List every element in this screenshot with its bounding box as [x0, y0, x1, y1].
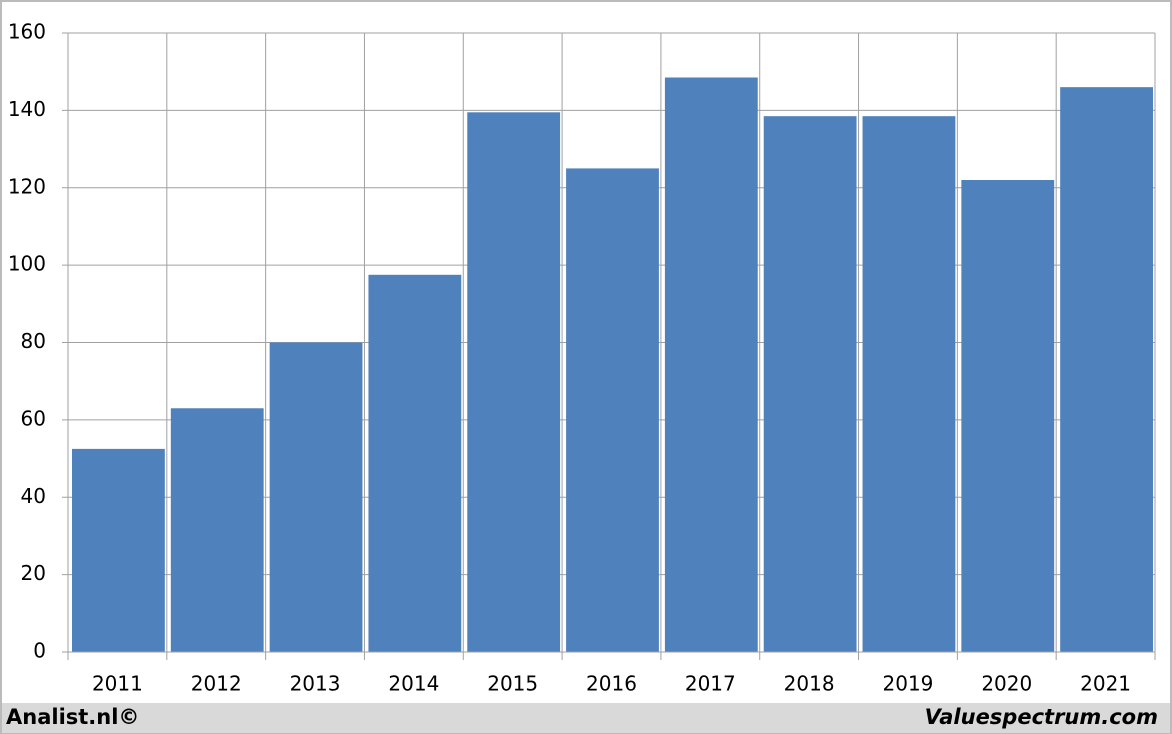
- y-tick-label: 40: [21, 484, 46, 508]
- credit-label: Valuespectrum.com: [925, 705, 1158, 729]
- bar: [269, 342, 363, 652]
- bar: [664, 77, 758, 653]
- x-tick-label: 2021: [1080, 672, 1131, 696]
- bar: [368, 274, 462, 652]
- bar: [763, 116, 857, 653]
- bar: [170, 408, 264, 652]
- y-tick-label: 20: [21, 561, 46, 585]
- y-tick-label: 140: [8, 97, 46, 121]
- bar: [566, 168, 659, 652]
- y-tick-label: 0: [33, 639, 46, 663]
- x-tick-label: 2012: [191, 672, 242, 696]
- y-tick-label: 100: [8, 252, 46, 276]
- x-tick-label: 2016: [586, 672, 637, 696]
- x-tick-label: 2015: [487, 672, 538, 696]
- y-tick-label: 120: [8, 174, 46, 198]
- bar: [1060, 87, 1153, 653]
- x-tick-label: 2011: [92, 672, 143, 696]
- x-tick-label: 2019: [883, 672, 934, 696]
- bar: [862, 116, 956, 653]
- y-tick-label: 160: [8, 20, 46, 44]
- x-tick-label: 2017: [685, 672, 736, 696]
- footer-bar: [2, 703, 1170, 733]
- source-label: Analist.nl©: [6, 705, 139, 729]
- bar: [467, 112, 561, 652]
- bar: [961, 180, 1055, 652]
- x-tick-label: 2014: [388, 672, 439, 696]
- y-tick-label: 80: [21, 329, 46, 353]
- x-tick-label: 2018: [784, 672, 835, 696]
- bar: [72, 448, 165, 652]
- x-tick-label: 2020: [981, 672, 1032, 696]
- x-tick-label: 2013: [290, 672, 341, 696]
- y-tick-label: 60: [21, 406, 46, 430]
